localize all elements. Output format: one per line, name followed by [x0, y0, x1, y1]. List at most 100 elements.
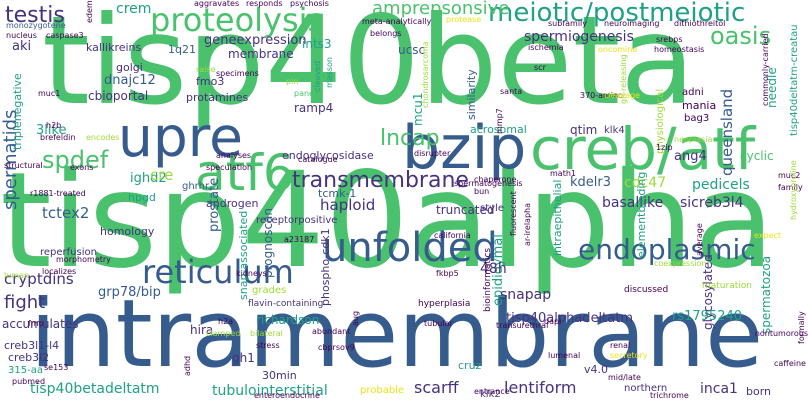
word: clamped [206, 329, 241, 338]
word: tisp40betadeltatm [30, 381, 160, 397]
word: crem [116, 1, 152, 17]
word: reticulum [142, 253, 294, 291]
word: bioinformatics [483, 247, 493, 312]
word: kallikreins [86, 41, 142, 54]
word: structural [4, 161, 43, 170]
word: cyclic [740, 149, 774, 163]
word: lumenal [548, 351, 581, 360]
word: ucsc [398, 43, 426, 57]
word: geneexpression [204, 33, 307, 48]
word: grp78/bip [98, 285, 161, 300]
word: dnajc12 [104, 73, 156, 88]
word: ghrhr [182, 181, 210, 192]
word: trichrome [650, 391, 689, 400]
word: queensland [718, 88, 736, 176]
word: lncap [380, 126, 440, 151]
word: santa [500, 87, 523, 96]
word: cleavage [604, 91, 641, 100]
word: analyses [216, 151, 252, 160]
word: neuroimaging [604, 19, 660, 28]
word: prostate [207, 177, 222, 232]
word: receptorpositive [256, 215, 338, 226]
word: raise [196, 65, 216, 74]
word: creb3l2 [8, 351, 50, 364]
word: a23187 [284, 235, 315, 244]
word: math1 [550, 169, 576, 178]
word: 370-amino [580, 91, 624, 100]
word: lentiform [504, 378, 577, 397]
word: cbprsov9 [318, 343, 355, 352]
word: stress [256, 341, 280, 350]
word: scr [534, 63, 546, 72]
word: membrane [228, 47, 294, 61]
word: chaperone [474, 175, 517, 184]
word: cre [150, 166, 174, 184]
word: entrance [474, 387, 510, 396]
word: phospho-cdk1 [319, 228, 332, 306]
word: 315-aa [8, 365, 43, 376]
word: 1q21 [168, 43, 196, 56]
word: cruz [458, 359, 482, 372]
word: pin [286, 77, 299, 86]
word: brefeldin [40, 133, 76, 142]
word: homeostasis [654, 45, 705, 54]
word: androgen [206, 197, 259, 210]
word: transurethral [496, 321, 549, 330]
word: tisp40deltatm-creatau [789, 24, 800, 136]
word: unfolded [322, 225, 498, 271]
word: dithiothreitol [674, 19, 726, 28]
word: probable [360, 385, 405, 396]
word: fmo [28, 319, 44, 328]
word: srebps [656, 35, 683, 44]
word: qtim [570, 123, 598, 137]
word: abundant [312, 327, 351, 336]
word: cleaved [313, 60, 322, 92]
word: 48h [480, 261, 507, 277]
word: accumulates [2, 317, 79, 331]
word: tubulointerstitial [212, 383, 328, 399]
word: ischemia [528, 43, 564, 52]
word: fight [4, 292, 46, 313]
word: homology [100, 225, 155, 238]
word: spermatogenesis [454, 179, 523, 188]
word: spermatozoa [759, 255, 773, 334]
word: belongs [370, 29, 402, 38]
word: luman [4, 271, 30, 280]
word: adhd [183, 355, 192, 376]
word: snapap [500, 287, 552, 303]
word: mid/late [608, 373, 641, 382]
word: meta-analytically [362, 17, 432, 26]
word: richardson [256, 313, 320, 327]
word: tcmk-1 [318, 187, 357, 200]
word: average [695, 223, 704, 256]
word: cbioportal [88, 89, 149, 103]
word: maturation [702, 281, 752, 291]
word: inca1 [700, 381, 738, 397]
word: sicreb3l4 [680, 195, 744, 211]
word: v4.0 [584, 363, 609, 376]
word: paneth [294, 89, 323, 98]
word: bzip [402, 113, 527, 183]
word: upre [118, 105, 244, 169]
word: 3like [36, 123, 67, 138]
word: formally [797, 311, 806, 344]
word: expect [754, 231, 782, 240]
word: bag3 [684, 113, 710, 124]
word: fkbp5 [436, 269, 459, 278]
word: spdef [42, 146, 109, 174]
word: oncomine [598, 45, 638, 54]
word: flavin-containing [248, 299, 324, 309]
word: acrosomal [470, 123, 527, 136]
word: h2b [46, 121, 62, 130]
word: subfamily [548, 19, 588, 28]
word: similarity [465, 69, 478, 120]
word: born [746, 385, 772, 398]
word: aug [351, 310, 360, 326]
word: dapi [544, 317, 562, 326]
word: mania [682, 99, 717, 112]
word: grades [252, 285, 287, 296]
word: disrupter [414, 149, 451, 158]
word: se153 [44, 363, 69, 372]
word: atf6 [195, 144, 295, 202]
